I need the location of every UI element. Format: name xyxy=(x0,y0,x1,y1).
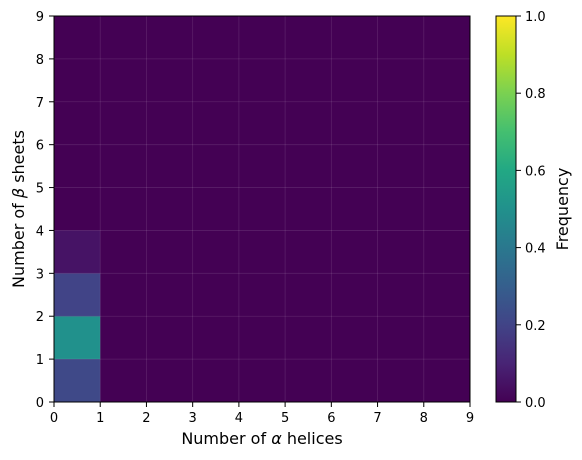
colorbar-tick-label: 0.6 xyxy=(525,164,546,179)
heatmap-cell xyxy=(54,316,101,360)
x-tick-label: 9 xyxy=(466,411,474,426)
x-tick-label: 2 xyxy=(142,411,150,426)
colorbar-tick-label: 0.8 xyxy=(525,87,546,102)
y-tick-label: 3 xyxy=(36,267,44,282)
x-tick-label: 3 xyxy=(189,411,197,426)
colorbar-tick-label: 0.0 xyxy=(525,396,546,411)
x-tick-label: 1 xyxy=(96,411,104,426)
x-tick-label: 4 xyxy=(235,411,243,426)
y-axis: 0 1 2 3 4 5 6 7 8 9 xyxy=(36,10,54,411)
colorbar-label: Frequency xyxy=(553,168,572,251)
y-tick-label: 6 xyxy=(36,139,44,154)
heatmap-cell xyxy=(54,230,101,274)
y-tick-label: 8 xyxy=(36,53,44,68)
plot-area xyxy=(53,15,471,403)
y-tick-label: 4 xyxy=(36,224,44,239)
y-tick-label: 5 xyxy=(36,182,44,197)
heatmap-background xyxy=(54,16,470,402)
colorbar-tick-label: 0.4 xyxy=(525,242,546,257)
y-tick-label: 2 xyxy=(36,310,44,325)
x-tick-label: 5 xyxy=(281,411,289,426)
x-axis: 0 1 2 3 4 5 6 7 8 9 xyxy=(50,402,474,426)
x-tick-label: 7 xyxy=(373,411,381,426)
x-tick-label: 0 xyxy=(50,411,58,426)
y-tick-label: 1 xyxy=(36,353,44,368)
y-tick-label: 7 xyxy=(36,96,44,111)
y-tick-label: 0 xyxy=(36,396,44,411)
plot-frame xyxy=(53,15,471,403)
x-tick-label: 8 xyxy=(420,411,428,426)
heatmap-cell xyxy=(54,359,101,402)
heatmap-cell xyxy=(54,273,101,317)
colorbar-gradient xyxy=(495,15,517,403)
colorbar: 0.0 0.2 0.4 0.6 0.8 1.0 xyxy=(495,10,546,411)
x-tick-label: 6 xyxy=(327,411,335,426)
colorbar-tick-label: 0.2 xyxy=(525,319,546,334)
y-tick-label: 9 xyxy=(36,10,44,25)
y-axis-label: Number of β sheets xyxy=(9,130,28,288)
colorbar-tick-label: 1.0 xyxy=(525,10,546,25)
x-axis-label: Number of α helices xyxy=(181,429,342,448)
